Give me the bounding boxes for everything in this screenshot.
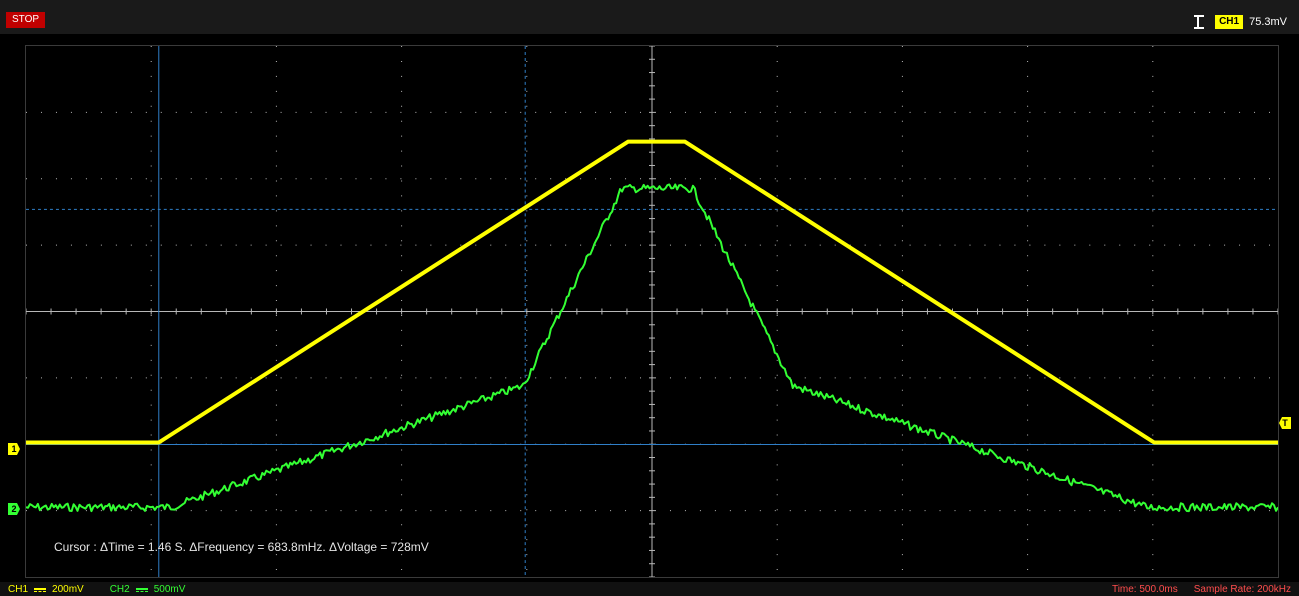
dc-coupling-icon (135, 588, 148, 592)
acquisition-settings: Time: 500.0ms Sample Rate: 200kHz (1112, 582, 1291, 596)
trace-layer (26, 139, 1278, 513)
trigger-channel-badge: CH1 (1215, 15, 1244, 29)
status-bar-bottom: CH1 200mV CH2 500mV Time: 500.0ms Sample… (0, 582, 1299, 596)
sample-rate-readout[interactable]: Sample Rate: 200kHz (1193, 583, 1291, 595)
trigger-status[interactable]: CH1 75.3mV (1194, 14, 1287, 30)
trigger-level-marker[interactable]: T (1279, 417, 1291, 429)
trigger-level: 75.3mV (1249, 16, 1287, 28)
ch2-level-marker[interactable]: 2 (8, 503, 20, 515)
timebase-readout[interactable]: Time: 500.0ms (1111, 583, 1178, 595)
waveform-svg (26, 46, 1278, 577)
rising-edge-icon (1194, 15, 1209, 29)
ch2-setting[interactable]: CH2 500mV (110, 584, 186, 595)
run-state-badge[interactable]: STOP (6, 12, 46, 28)
cursor-readout: Cursor : ΔTime = 1.46 S. ΔFrequency = 68… (54, 540, 429, 554)
grid-layer (26, 46, 1278, 577)
channel-settings: CH1 200mV CH2 500mV (8, 582, 185, 596)
ch1-label: CH1 (8, 583, 29, 595)
ch2-label: CH2 (109, 583, 130, 595)
ch1-level-marker[interactable]: 1 (8, 443, 20, 455)
ch1-trace (26, 139, 1278, 445)
dc-coupling-icon (34, 588, 47, 592)
ch2-scale: 500mV (153, 583, 186, 595)
ch1-setting[interactable]: CH1 200mV (8, 584, 84, 595)
waveform-display[interactable]: Cursor : ΔTime = 1.46 S. ΔFrequency = 68… (25, 45, 1279, 578)
cursor-layer (26, 46, 1278, 577)
ch1-scale: 200mV (52, 583, 84, 595)
status-bar-top: STOP CH1 75.3mV (0, 0, 1299, 34)
ch2-trace (26, 183, 1278, 513)
